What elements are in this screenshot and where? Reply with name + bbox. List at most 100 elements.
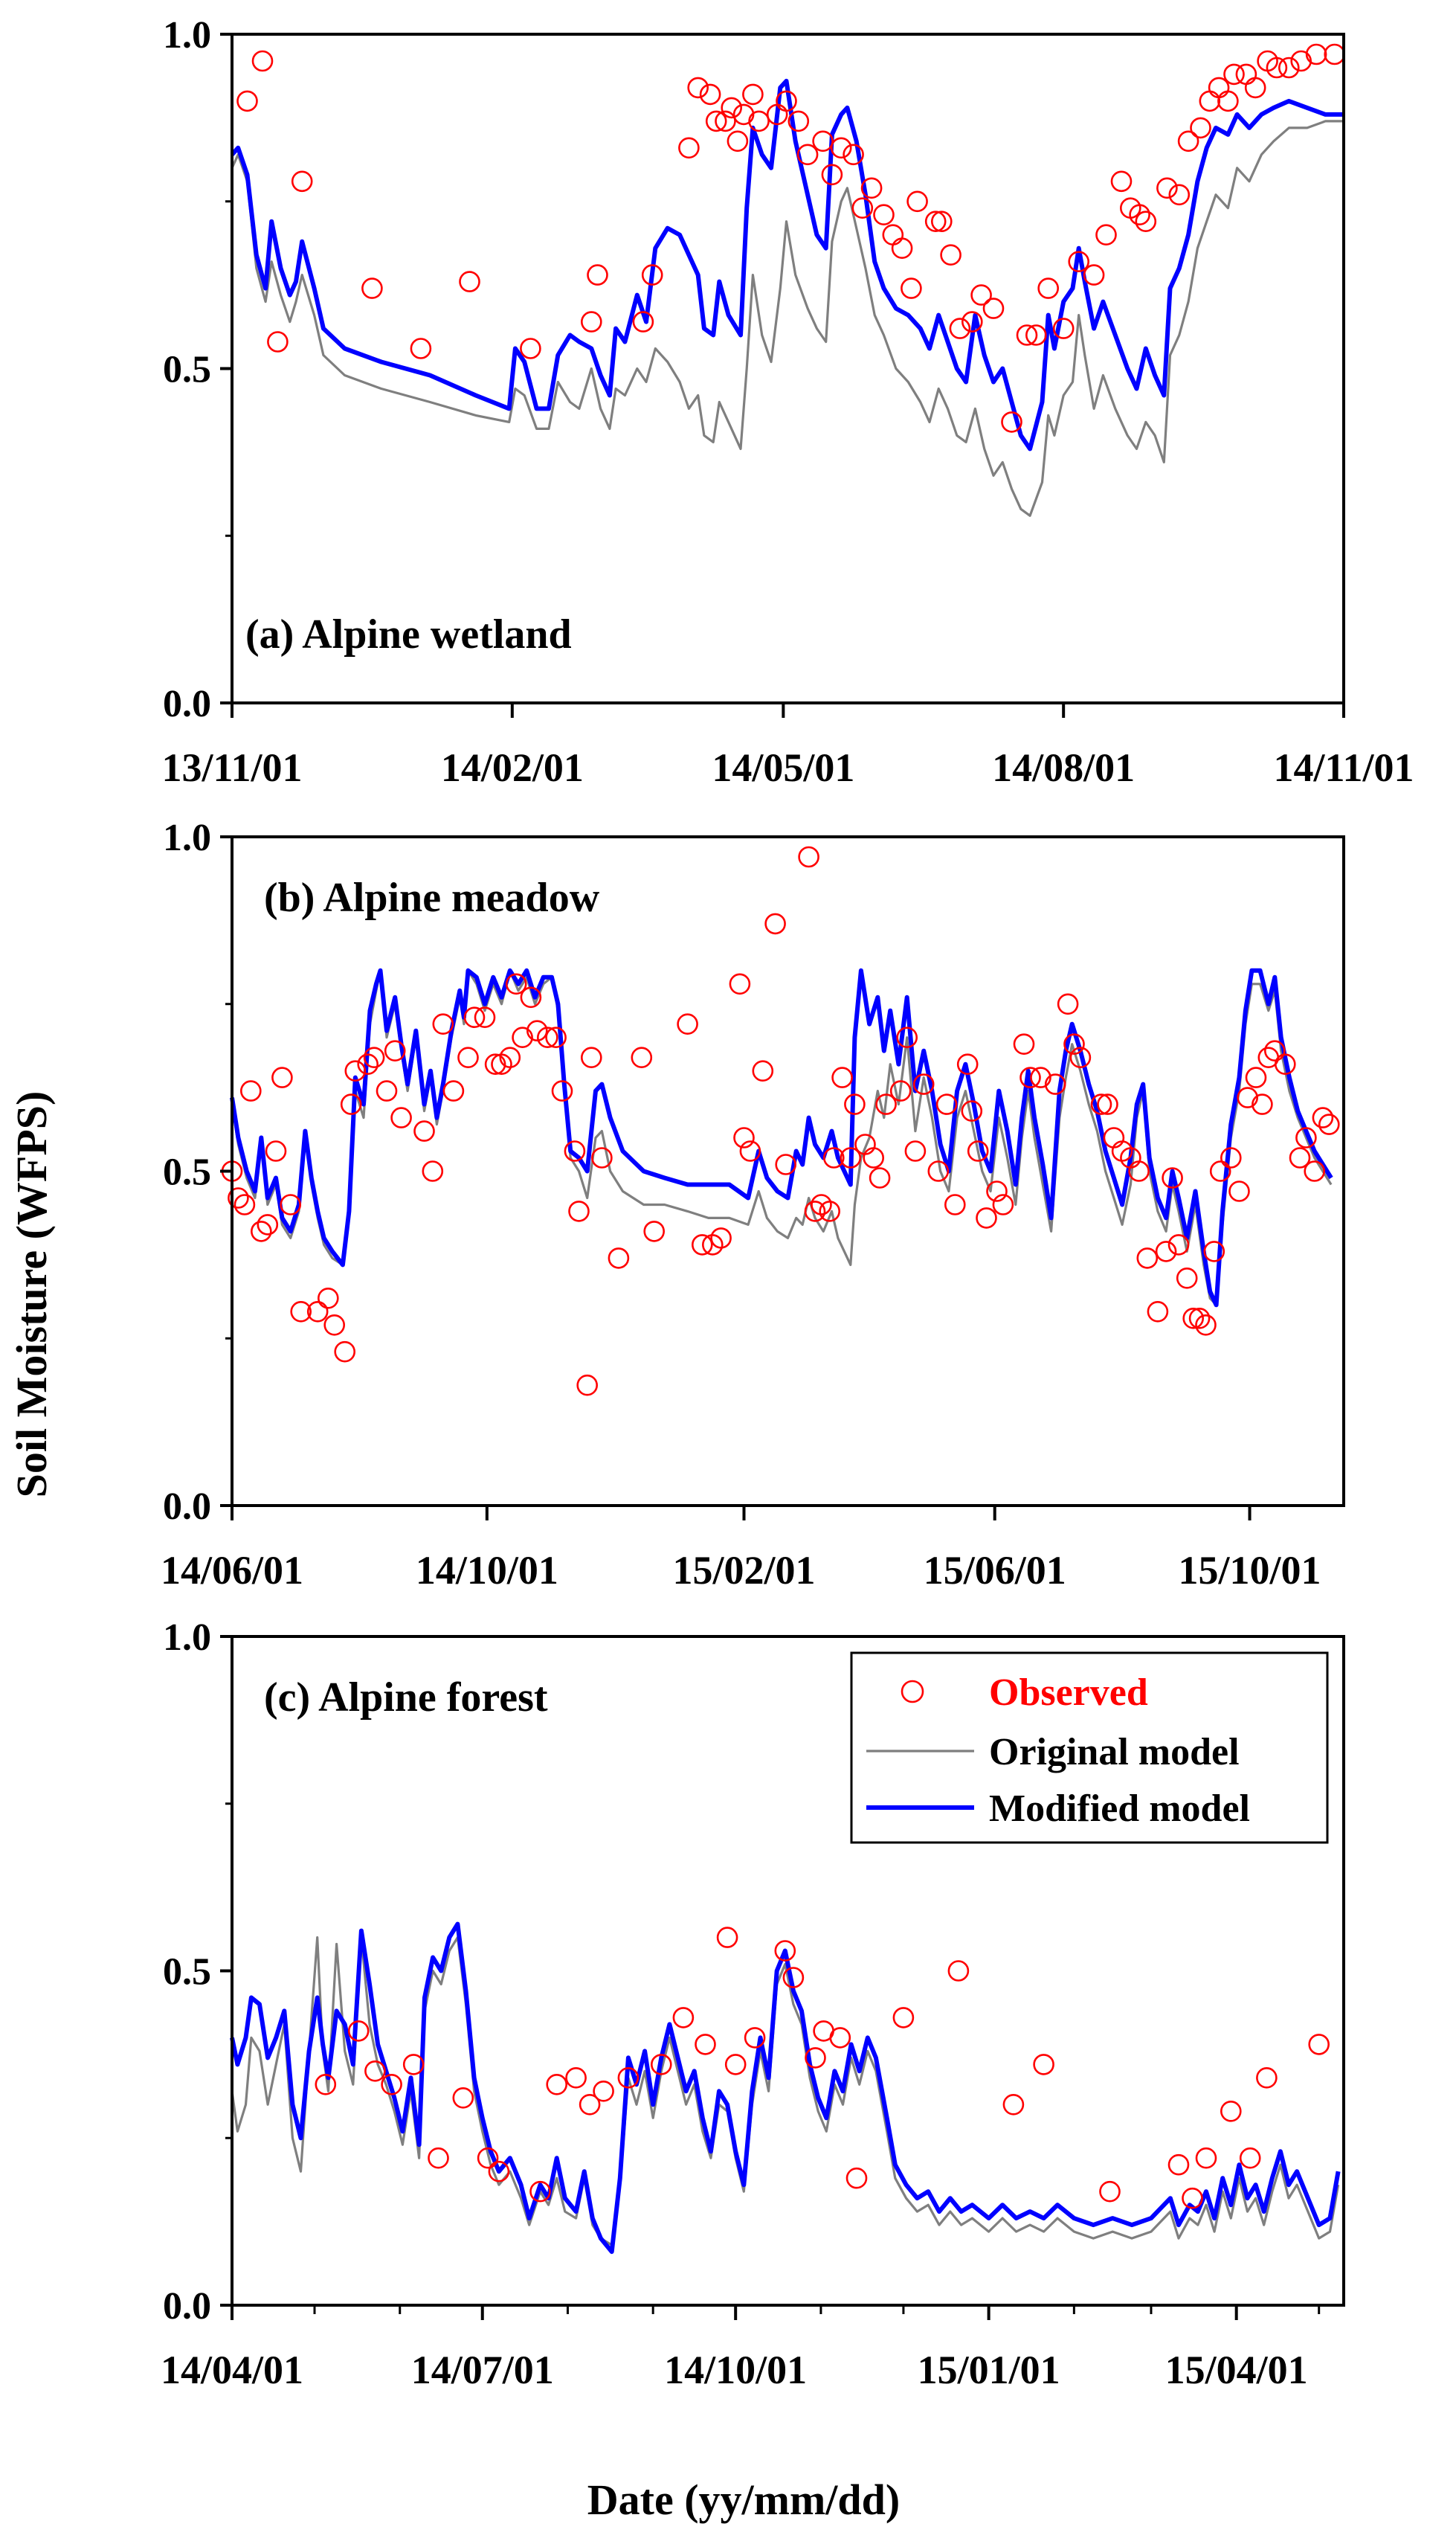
observed-point xyxy=(1220,2101,1242,2122)
observed-point xyxy=(1002,2094,1025,2116)
observed-point xyxy=(875,1093,897,1115)
observed-point xyxy=(1013,1033,1035,1055)
observed-point xyxy=(805,2047,826,2069)
observed-point xyxy=(1324,43,1345,65)
observed-point xyxy=(854,1134,876,1155)
observed-point xyxy=(1069,1047,1092,1068)
observed-point xyxy=(347,2020,370,2042)
observed-point xyxy=(860,177,883,199)
observed-point xyxy=(1208,77,1230,99)
observed-point xyxy=(986,1180,1008,1202)
observed-point xyxy=(672,2007,695,2028)
observed-point xyxy=(882,224,904,246)
observed-point xyxy=(1256,2067,1278,2089)
observed-point xyxy=(1103,1127,1125,1149)
observed-point xyxy=(1237,1087,1258,1108)
observed-point xyxy=(727,130,749,152)
observed-point xyxy=(593,2081,614,2102)
observed-point xyxy=(732,103,755,126)
panel-title: (c) Alpine forest xyxy=(264,1674,548,1721)
observed-point xyxy=(1245,1067,1267,1088)
observed-point xyxy=(687,77,709,99)
observed-point xyxy=(1129,204,1150,226)
x-tick-label: 14/07/01 xyxy=(411,2348,554,2392)
chart-panel-2: 0.0 0.5 1.0 14/06/01 14/10/01 15/02/01 15/06/0… xyxy=(161,817,1345,1593)
observed-point xyxy=(823,1147,845,1169)
observed-point xyxy=(944,1194,966,1215)
observed-point xyxy=(442,1080,465,1102)
observed-point xyxy=(1030,1067,1051,1088)
observed-point xyxy=(1264,1040,1286,1061)
observed-point xyxy=(1057,993,1079,1015)
observed-point xyxy=(1037,277,1059,299)
observed-point xyxy=(452,2087,474,2109)
observed-point xyxy=(869,1167,891,1189)
observed-point xyxy=(317,1288,339,1309)
observed-point xyxy=(526,1020,548,1041)
observed-point xyxy=(961,311,983,333)
observed-point xyxy=(1068,251,1089,273)
observed-point xyxy=(1239,2147,1261,2169)
observed-point xyxy=(830,137,852,159)
y-tick-label: 0.5 xyxy=(163,1151,211,1194)
observed-point xyxy=(715,110,736,132)
x-tick-label: 13/11/01 xyxy=(161,745,302,790)
observed-point xyxy=(643,1221,666,1242)
x-tick-label: 14/11/01 xyxy=(1273,745,1414,790)
panels: 0.0 0.5 1.0 13/11/01 14/02/01 14/05/01 14/08/0… xyxy=(161,14,1414,2392)
observed-point xyxy=(1128,1160,1150,1182)
observed-point xyxy=(935,1093,958,1115)
observed-point xyxy=(306,1301,329,1323)
observed-point xyxy=(390,1107,412,1128)
legend-modified-label: Modified model xyxy=(989,1787,1250,1830)
observed-point xyxy=(1090,1093,1112,1115)
observed-point xyxy=(845,2167,868,2189)
observed-point xyxy=(334,1340,356,1363)
observed-point xyxy=(724,2054,747,2075)
y-tick-label: 0.0 xyxy=(163,1485,211,1528)
observed-point xyxy=(1195,2147,1217,2169)
observed-point xyxy=(568,1201,590,1222)
observed-point xyxy=(1177,130,1199,152)
observed-point xyxy=(1290,50,1312,72)
modified-model-line xyxy=(230,1921,1341,2255)
observed-point xyxy=(1209,1160,1231,1182)
x-tick-label: 14/10/01 xyxy=(416,1548,558,1593)
observed-point xyxy=(536,1027,558,1048)
observed-point xyxy=(733,1127,755,1149)
observed-point xyxy=(1019,1067,1041,1088)
observed-point xyxy=(739,1140,761,1162)
observed-point xyxy=(233,1194,256,1215)
y-tick-label: 0.0 xyxy=(163,2285,211,2328)
observed-point xyxy=(428,2147,449,2169)
y-tick-label: 1.0 xyxy=(163,817,211,859)
x-tick-label: 14/06/01 xyxy=(161,1548,303,1593)
original-model-line xyxy=(231,120,1344,517)
observed-point xyxy=(764,913,786,935)
observed-point xyxy=(829,2027,851,2049)
observed-point xyxy=(1167,1234,1190,1256)
observed-point xyxy=(267,331,289,353)
observed-point xyxy=(384,1040,406,1061)
observed-point xyxy=(580,1047,602,1068)
observed-point xyxy=(748,110,770,132)
modified-model-line xyxy=(230,968,1333,1308)
observed-point xyxy=(1099,2180,1121,2203)
panel-title: (b) Alpine meadow xyxy=(264,875,600,921)
observed-point xyxy=(677,1013,698,1035)
observed-point xyxy=(1188,1308,1211,1329)
x-tick-label: 15/10/01 xyxy=(1179,1548,1321,1593)
x-tick-label: 14/05/01 xyxy=(712,745,854,790)
observed-point xyxy=(1044,1073,1066,1095)
observed-point xyxy=(323,1314,346,1336)
observed-point xyxy=(1162,1167,1183,1189)
observed-point xyxy=(413,1120,435,1142)
observed-series xyxy=(236,43,1345,433)
observed-point xyxy=(631,1047,653,1068)
observed-point xyxy=(844,1093,866,1115)
observed-point xyxy=(678,137,700,159)
observed-point xyxy=(982,298,1005,319)
chart-legend: Observed Original model Modified model xyxy=(850,1651,1329,1844)
observed-point xyxy=(775,1154,796,1175)
observed-point xyxy=(906,190,928,213)
